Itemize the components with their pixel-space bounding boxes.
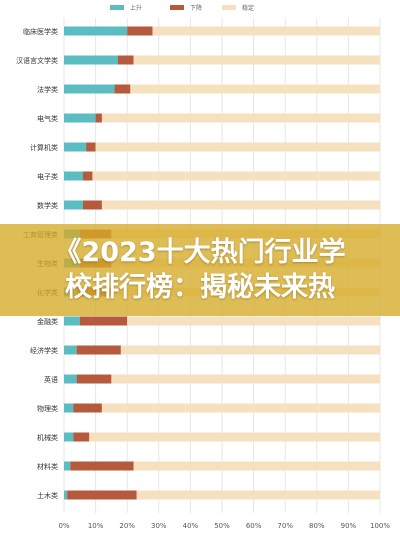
y-tick-label: 计算机类 (30, 143, 58, 152)
bar-segment (64, 55, 118, 65)
bar-segment (101, 113, 381, 123)
bar-segment (133, 461, 380, 471)
bar-segment (64, 461, 71, 471)
bar-segment (64, 200, 83, 210)
y-tick-label: 金融类 (37, 317, 58, 326)
bar-segment (111, 374, 381, 384)
bar-segment (67, 490, 137, 500)
bar-segment (101, 403, 381, 413)
bar-segment (64, 374, 77, 384)
x-tick-label: 50% (214, 522, 230, 530)
bar-segment (64, 171, 83, 181)
x-tick-label: 40% (183, 522, 199, 530)
bar-segment (76, 374, 112, 384)
bar-segment (64, 142, 87, 152)
x-tick-label: 10% (88, 522, 104, 530)
bar-segment (95, 113, 102, 123)
y-tick-label: 材料类 (37, 462, 58, 471)
y-tick-label: 经济学类 (30, 346, 58, 355)
bar-segment (95, 142, 380, 152)
x-tick-label: 100% (370, 522, 390, 530)
x-tick-label: 90% (341, 522, 357, 530)
overlay-title-line-1: 《2023十大热门行业学 (54, 237, 346, 268)
legend-swatch (110, 5, 124, 10)
legend-swatch (222, 5, 236, 10)
bar-segment (73, 403, 102, 413)
y-tick-label: 法学类 (37, 85, 58, 94)
bar-segment (89, 432, 380, 442)
bar-segment (64, 113, 96, 123)
bar-segment (92, 171, 380, 181)
bar-segment (79, 316, 128, 326)
bar-segment (64, 403, 74, 413)
bar-segment (120, 345, 380, 355)
bar-segment (70, 461, 134, 471)
y-tick-label: 物理类 (37, 404, 58, 413)
y-tick-label: 机械类 (37, 433, 58, 442)
bar-segment (82, 200, 102, 210)
bar-segment (73, 432, 90, 442)
bar-segment (127, 26, 153, 36)
bar-segment (64, 84, 115, 94)
title-overlay-banner: 《2023十大热门行业学 校排行榜：揭秘未来热 (0, 224, 400, 316)
y-tick-label: 电子类 (37, 172, 58, 181)
legend-label: 上升 (130, 4, 142, 12)
bar-segment (130, 84, 380, 94)
bar-segment (114, 84, 131, 94)
x-tick-label: 70% (277, 522, 293, 530)
bar-segment (101, 200, 381, 210)
y-tick-label: 临床医学类 (23, 27, 58, 36)
bar-segment (64, 490, 68, 500)
y-tick-label: 英语 (44, 375, 58, 384)
bar-segment (64, 316, 80, 326)
bar-segment (64, 26, 128, 36)
y-tick-label: 土木类 (37, 491, 58, 500)
x-tick-label: 0% (58, 522, 69, 530)
y-tick-label: 电气类 (37, 114, 58, 123)
bar-segment (117, 55, 134, 65)
bar-segment (76, 345, 121, 355)
y-tick-label: 汉语言文学类 (16, 56, 58, 65)
x-tick-label: 30% (151, 522, 167, 530)
bar-segment (64, 345, 77, 355)
x-tick-label: 20% (119, 522, 135, 530)
bar-segment (136, 490, 380, 500)
legend-swatch (170, 5, 184, 10)
overlay-title-line-2: 校排行榜：揭秘未来热 (65, 272, 335, 303)
legend-label: 下降 (190, 4, 202, 12)
bar-segment (86, 142, 96, 152)
y-tick-label: 数学类 (37, 201, 58, 210)
bar-segment (152, 26, 380, 36)
x-tick-label: 80% (309, 522, 325, 530)
bar-segment (82, 171, 93, 181)
x-tick-label: 60% (246, 522, 262, 530)
bar-segment (127, 316, 380, 326)
bar-segment (64, 432, 74, 442)
bar-segment (133, 55, 380, 65)
legend-label: 稳定 (242, 4, 254, 12)
